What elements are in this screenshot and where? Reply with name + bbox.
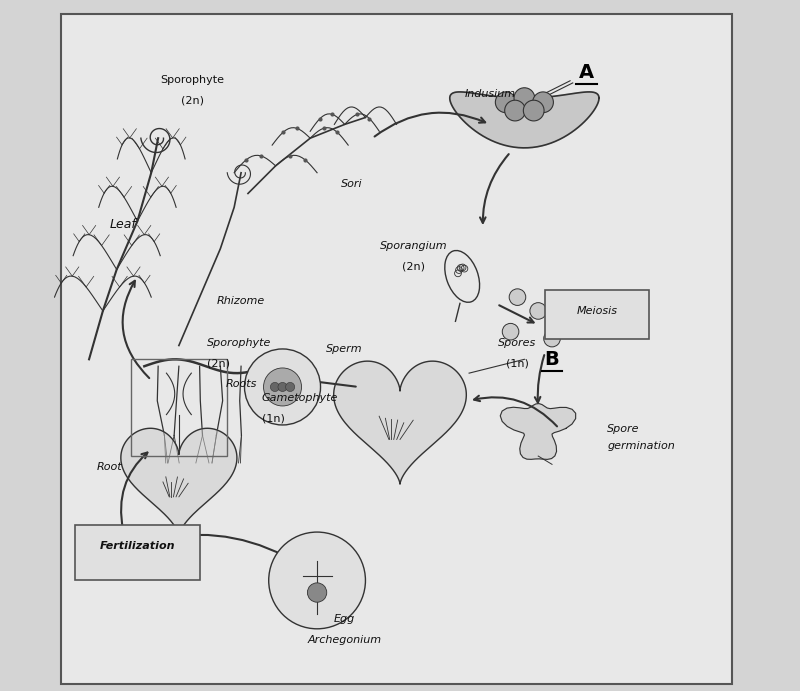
Text: Leaf: Leaf — [110, 218, 137, 231]
Circle shape — [307, 583, 326, 602]
Text: germination: germination — [607, 441, 675, 451]
Polygon shape — [450, 92, 599, 148]
Text: Root: Root — [97, 462, 122, 472]
Text: Archegonium: Archegonium — [308, 634, 382, 645]
Circle shape — [278, 382, 287, 392]
Text: (1n): (1n) — [262, 413, 285, 424]
Text: Sporophyte: Sporophyte — [161, 75, 225, 85]
Text: Spore: Spore — [607, 424, 640, 434]
Circle shape — [505, 100, 526, 121]
Text: Sporophyte: Sporophyte — [206, 337, 271, 348]
Circle shape — [495, 92, 516, 113]
Circle shape — [514, 88, 534, 108]
Text: Spores: Spores — [498, 337, 537, 348]
Circle shape — [245, 349, 321, 425]
Text: Fertilization: Fertilization — [100, 541, 175, 551]
Circle shape — [502, 323, 519, 340]
Text: (2n): (2n) — [182, 95, 204, 106]
Text: (1n): (1n) — [506, 358, 529, 368]
Circle shape — [533, 92, 554, 113]
Circle shape — [523, 100, 544, 121]
Circle shape — [270, 382, 279, 392]
Text: B: B — [545, 350, 559, 369]
Text: Sperm: Sperm — [326, 344, 363, 354]
Text: Meiosis: Meiosis — [577, 306, 618, 316]
Text: Sori: Sori — [341, 178, 362, 189]
Text: Rhizome: Rhizome — [217, 296, 265, 306]
Circle shape — [286, 382, 294, 392]
FancyBboxPatch shape — [545, 290, 649, 339]
Circle shape — [509, 289, 526, 305]
Text: Egg: Egg — [334, 614, 355, 624]
Circle shape — [544, 330, 560, 347]
FancyBboxPatch shape — [75, 525, 200, 580]
Polygon shape — [121, 428, 237, 536]
Text: Sporangium: Sporangium — [380, 240, 448, 251]
Circle shape — [263, 368, 302, 406]
Circle shape — [269, 532, 366, 629]
Text: (2n): (2n) — [402, 261, 426, 272]
Circle shape — [530, 303, 546, 319]
Text: Gametophyte: Gametophyte — [262, 392, 338, 403]
Polygon shape — [500, 404, 576, 460]
Text: A: A — [579, 63, 594, 82]
FancyBboxPatch shape — [62, 14, 732, 684]
Text: Roots: Roots — [226, 379, 257, 389]
Text: (2n): (2n) — [206, 358, 230, 368]
Polygon shape — [334, 361, 466, 484]
Text: Indusium: Indusium — [464, 88, 515, 99]
